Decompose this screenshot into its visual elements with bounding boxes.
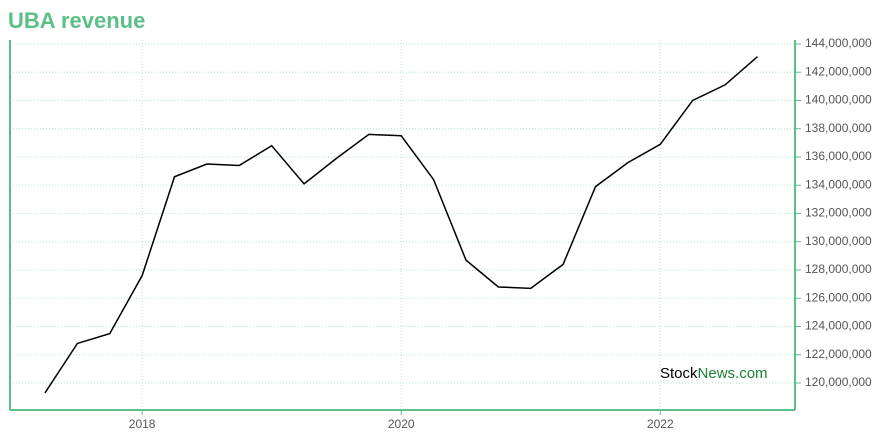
watermark-part: Stock	[660, 365, 698, 382]
y-tick-label: 132,000,000	[805, 206, 872, 220]
y-tick-label: 122,000,000	[805, 347, 872, 361]
chart-title: UBA revenue	[8, 8, 145, 33]
y-tick-label: 140,000,000	[805, 93, 872, 107]
y-tick-label: 120,000,000	[805, 375, 872, 389]
line	[44, 56, 758, 394]
y-tick-label: 126,000,000	[805, 290, 872, 304]
x-tick-label: 2020	[388, 417, 415, 431]
y-tick-label: 128,000,000	[805, 262, 872, 276]
y-tick-label: 144,000,000	[805, 36, 872, 50]
watermark-part: News.com	[698, 365, 768, 382]
y-tick-label: 134,000,000	[805, 177, 872, 191]
y-tick-label: 136,000,000	[805, 149, 872, 163]
x-tick-label: 2018	[129, 417, 156, 431]
y-tick-label: 130,000,000	[805, 234, 872, 248]
watermark: StockNews.com	[660, 365, 768, 382]
y-tick-label: 138,000,000	[805, 121, 872, 135]
y-tick-label: 142,000,000	[805, 64, 872, 78]
y-tick-label: 124,000,000	[805, 319, 872, 333]
x-tick-label: 2022	[647, 417, 674, 431]
